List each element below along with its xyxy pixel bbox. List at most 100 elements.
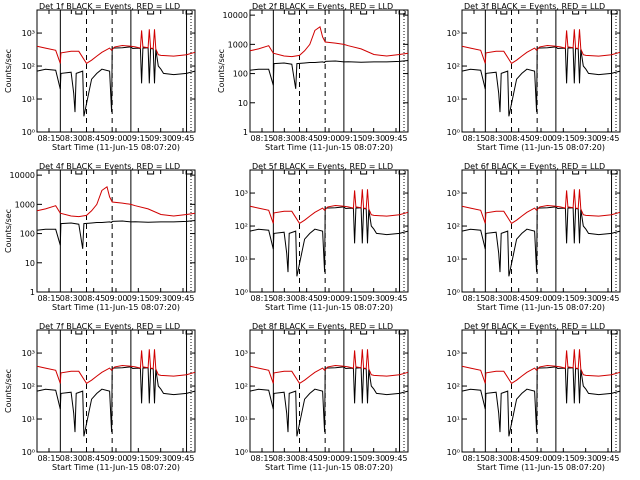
y-tick-label: 10³ [447, 349, 460, 358]
x-tick-label: 09:45 [171, 134, 194, 143]
x-tick-label: 08:15 [250, 134, 273, 143]
interval-bracket [572, 171, 580, 175]
interval-bracket [572, 11, 580, 15]
series-line-events [36, 46, 196, 117]
x-axis-label: Start Time (11-Jun-15 08:07:20) [265, 303, 393, 312]
y-axis-label: Counts/sec [4, 49, 13, 93]
interval-bracket [288, 331, 296, 335]
x-tick-label: 09:15 [552, 294, 575, 303]
x-tick-label: 09:30 [574, 134, 597, 143]
x-axis-label: Start Time (11-Jun-15 08:07:20) [477, 143, 605, 152]
y-tick-label: 10² [22, 382, 35, 391]
x-tick-label: 09:00 [317, 294, 340, 303]
y-tick-label: 1000 [15, 200, 35, 209]
x-tick-label: 08:15 [37, 294, 60, 303]
series-line-lld [461, 189, 621, 225]
x-tick-label: 08:45 [82, 294, 105, 303]
interval-bracket [360, 171, 368, 175]
x-tick-label: 08:15 [37, 454, 60, 463]
y-tick-label: 10³ [447, 189, 460, 198]
chart-title: Det 4f BLACK = Events, RED = LLD [39, 162, 180, 171]
y-tick-label: 100 [233, 70, 248, 79]
series-line-events [461, 206, 621, 277]
x-tick-label: 08:45 [82, 134, 105, 143]
chart-panel-8: Det 8f BLACK = Events, RED = LLD Start Ti… [235, 322, 409, 472]
series-line-events [249, 60, 409, 89]
y-tick-label: 10² [447, 382, 460, 391]
x-tick-label: 09:30 [149, 294, 172, 303]
series-line-lld [36, 185, 196, 218]
y-tick-label: 10⁰ [22, 128, 35, 137]
y-tick-label: 10⁰ [22, 448, 35, 457]
interval-bracket [398, 171, 406, 175]
x-tick-label: 09:30 [362, 294, 385, 303]
interval-bracket [147, 331, 155, 335]
x-axis-label: Start Time (11-Jun-15 08:07:20) [52, 303, 180, 312]
chart-title: Det 3f BLACK = Events, RED = LLD [464, 2, 605, 11]
interval-bracket [185, 331, 193, 335]
y-tick-label: 10 [25, 259, 35, 268]
x-tick-label: 09:45 [596, 294, 619, 303]
x-tick-label: 08:30 [485, 454, 508, 463]
series-line-events [461, 366, 621, 437]
x-tick-label: 09:45 [171, 454, 194, 463]
chart-title: Det 7f BLACK = Events, RED = LLD [39, 322, 180, 331]
chart-panel-6: Det 6f BLACK = Events, RED = LLD Start Ti… [447, 162, 621, 312]
chart-panel-1: Det 1f BLACK = Events, RED = LLD Counts/s… [4, 2, 196, 152]
x-tick-label: 08:30 [485, 134, 508, 143]
x-tick-label: 08:15 [37, 134, 60, 143]
x-tick-label: 09:15 [127, 134, 150, 143]
x-tick-label: 08:30 [60, 454, 83, 463]
interval-bracket [500, 331, 508, 335]
x-tick-label: 09:00 [529, 294, 552, 303]
x-tick-label: 08:45 [507, 454, 530, 463]
interval-bracket [610, 331, 618, 335]
y-tick-label: 100 [20, 230, 35, 239]
y-tick-label: 10 [238, 99, 248, 108]
x-tick-label: 08:30 [60, 134, 83, 143]
interval-bracket [75, 11, 83, 15]
y-tick-label: 10² [235, 222, 248, 231]
interval-bracket [610, 11, 618, 15]
x-tick-label: 09:00 [317, 134, 340, 143]
chart-title: Det 1f BLACK = Events, RED = LLD [39, 2, 180, 11]
x-axis-label: Start Time (11-Jun-15 08:07:20) [265, 463, 393, 472]
chart-panel-5: Det 5f BLACK = Events, RED = LLD Start Ti… [235, 162, 409, 312]
x-tick-label: 09:00 [104, 294, 127, 303]
y-tick-label: 10¹ [22, 415, 35, 424]
series-line-events [461, 46, 621, 117]
interval-bracket [147, 171, 155, 175]
interval-bracket [398, 331, 406, 335]
y-tick-label: 10³ [22, 349, 35, 358]
x-tick-label: 09:30 [149, 454, 172, 463]
x-tick-label: 09:00 [317, 454, 340, 463]
series-line-events [36, 366, 196, 437]
x-tick-label: 09:30 [574, 454, 597, 463]
chart-title: Det 9f BLACK = Events, RED = LLD [464, 322, 605, 331]
chart-panel-9: Det 9f BLACK = Events, RED = LLD Start Ti… [447, 322, 621, 472]
y-tick-label: 10² [22, 62, 35, 71]
x-tick-label: 09:15 [552, 134, 575, 143]
y-axis-label: Counts/sec [4, 369, 13, 413]
x-tick-label: 09:45 [596, 454, 619, 463]
series-line-lld [249, 189, 409, 225]
y-tick-label: 10¹ [447, 95, 460, 104]
x-tick-label: 08:30 [273, 134, 296, 143]
series-line-lld [249, 25, 409, 58]
series-line-events [36, 220, 196, 249]
x-tick-label: 09:00 [529, 134, 552, 143]
interval-bracket [360, 331, 368, 335]
x-tick-label: 08:45 [507, 134, 530, 143]
x-tick-label: 09:15 [340, 134, 363, 143]
x-tick-label: 08:45 [507, 294, 530, 303]
interval-bracket [360, 11, 368, 15]
x-tick-label: 09:45 [171, 294, 194, 303]
y-axis-label: Counts/sec [4, 209, 13, 253]
interval-bracket [75, 331, 83, 335]
x-axis-label: Start Time (11-Jun-15 08:07:20) [477, 463, 605, 472]
interval-bracket [185, 11, 193, 15]
chart-panel-4: Det 4f BLACK = Events, RED = LLD Counts/s… [4, 162, 196, 312]
series-line-events [249, 206, 409, 277]
x-tick-label: 09:00 [104, 134, 127, 143]
